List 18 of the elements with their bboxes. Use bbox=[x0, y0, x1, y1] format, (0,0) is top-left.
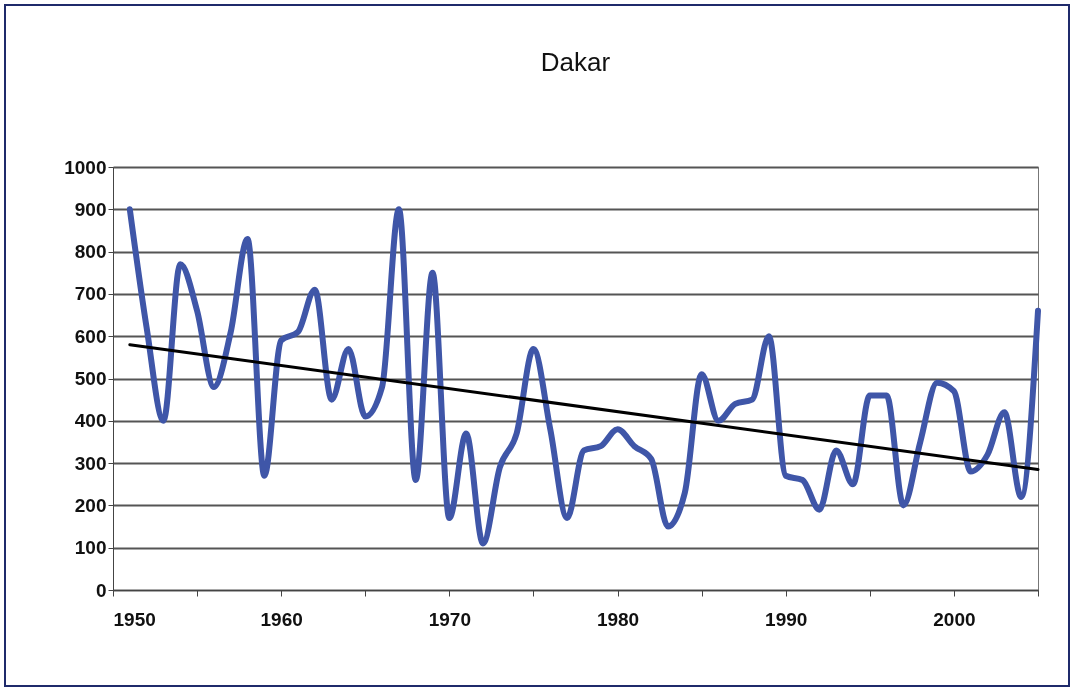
y-tick-label: 100 bbox=[74, 537, 107, 559]
y-tick-label: 500 bbox=[74, 368, 107, 389]
y-tick-label: 0 bbox=[95, 579, 107, 601]
x-tick-label: 2000 bbox=[933, 608, 976, 630]
y-tick-label: 800 bbox=[74, 241, 107, 263]
y-tick-label: 300 bbox=[74, 452, 107, 474]
y-tick-label: 400 bbox=[74, 410, 107, 432]
x-tick-label: 1950 bbox=[113, 608, 156, 630]
x-tick-label: 1960 bbox=[260, 608, 303, 630]
x-tick-label: 1990 bbox=[765, 608, 808, 630]
y-tick-label: 600 bbox=[74, 325, 107, 347]
y-tick-label: 1000 bbox=[64, 156, 107, 178]
y-tick-label: 900 bbox=[74, 198, 107, 220]
x-tick-label: 1970 bbox=[428, 608, 471, 630]
x-tick-label: 1980 bbox=[596, 608, 640, 630]
y-tick-label: 200 bbox=[74, 494, 107, 516]
chart-title: Dakar bbox=[540, 47, 611, 77]
y-tick-label: 700 bbox=[74, 283, 107, 305]
